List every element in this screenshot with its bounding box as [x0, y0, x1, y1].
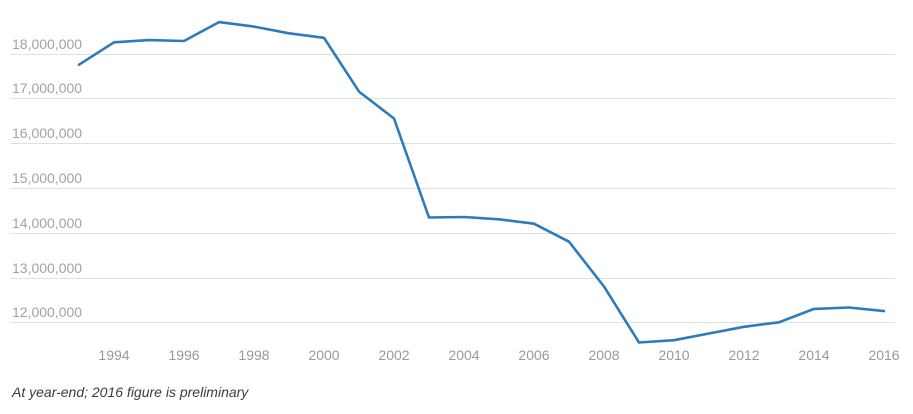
series-line	[77, 20, 886, 344]
y-axis-label: 13,000,000	[12, 260, 82, 276]
x-axis-label: 1996	[168, 347, 199, 363]
x-axis-label: 2000	[308, 347, 339, 363]
x-axis-label: 2016	[868, 347, 899, 363]
x-axis-label: 2012	[728, 347, 759, 363]
chart-footnote: At year-end; 2016 figure is preliminary	[12, 384, 249, 400]
y-axis-label: 18,000,000	[12, 36, 82, 52]
x-axis-label: 2002	[378, 347, 409, 363]
x-axis-label: 2008	[588, 347, 619, 363]
x-axis-label: 1998	[238, 347, 269, 363]
x-axis-labels-group: 1994 1996 1998 2000 2002 2004 2006 2008 2010 2012…	[98, 347, 899, 363]
gridlines-group	[10, 54, 895, 323]
y-axis-label: 14,000,000	[12, 215, 82, 231]
x-axis-label: 2014	[798, 347, 829, 363]
x-axis-label: 2006	[518, 347, 549, 363]
y-axis-labels-group: 18,000,000 17,000,000 16,000,000 15,000,000…	[12, 36, 82, 320]
y-axis-label: 16,000,000	[12, 125, 82, 141]
y-axis-label: 17,000,000	[12, 80, 82, 96]
x-axis-label: 1994	[98, 347, 129, 363]
x-axis-label: 2004	[448, 347, 479, 363]
x-axis-label: 2010	[658, 347, 689, 363]
y-axis-label: 15,000,000	[12, 170, 82, 186]
y-axis-label: 12,000,000	[12, 304, 82, 320]
